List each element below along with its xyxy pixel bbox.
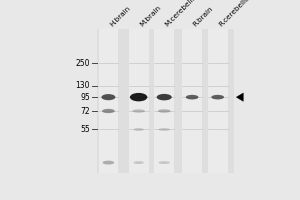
Text: 250: 250 [75, 59, 90, 68]
Text: 130: 130 [75, 81, 90, 90]
Bar [208, 29, 228, 173]
Bar [129, 29, 148, 173]
Text: R.cerebellum: R.cerebellum [218, 0, 256, 28]
Ellipse shape [102, 109, 115, 113]
Bar [98, 29, 118, 173]
Text: H.brain: H.brain [108, 5, 131, 28]
Text: M.cerebellum: M.cerebellum [164, 0, 203, 28]
Ellipse shape [186, 95, 199, 99]
Text: M.brain: M.brain [139, 5, 162, 28]
Ellipse shape [211, 95, 224, 99]
Bar [182, 29, 202, 173]
Ellipse shape [130, 93, 147, 101]
Bar [97, 29, 234, 173]
Text: R.brain: R.brain [192, 6, 214, 28]
Ellipse shape [158, 161, 170, 164]
Ellipse shape [158, 109, 171, 113]
Ellipse shape [132, 109, 145, 113]
Polygon shape [236, 93, 243, 101]
Ellipse shape [157, 94, 172, 100]
Ellipse shape [134, 128, 144, 131]
Ellipse shape [101, 94, 116, 100]
Ellipse shape [103, 161, 114, 165]
Ellipse shape [134, 161, 144, 164]
Text: 55: 55 [80, 125, 90, 134]
Ellipse shape [158, 128, 170, 131]
Bar [154, 29, 174, 173]
Text: 72: 72 [80, 107, 90, 116]
Text: 95: 95 [80, 93, 90, 102]
